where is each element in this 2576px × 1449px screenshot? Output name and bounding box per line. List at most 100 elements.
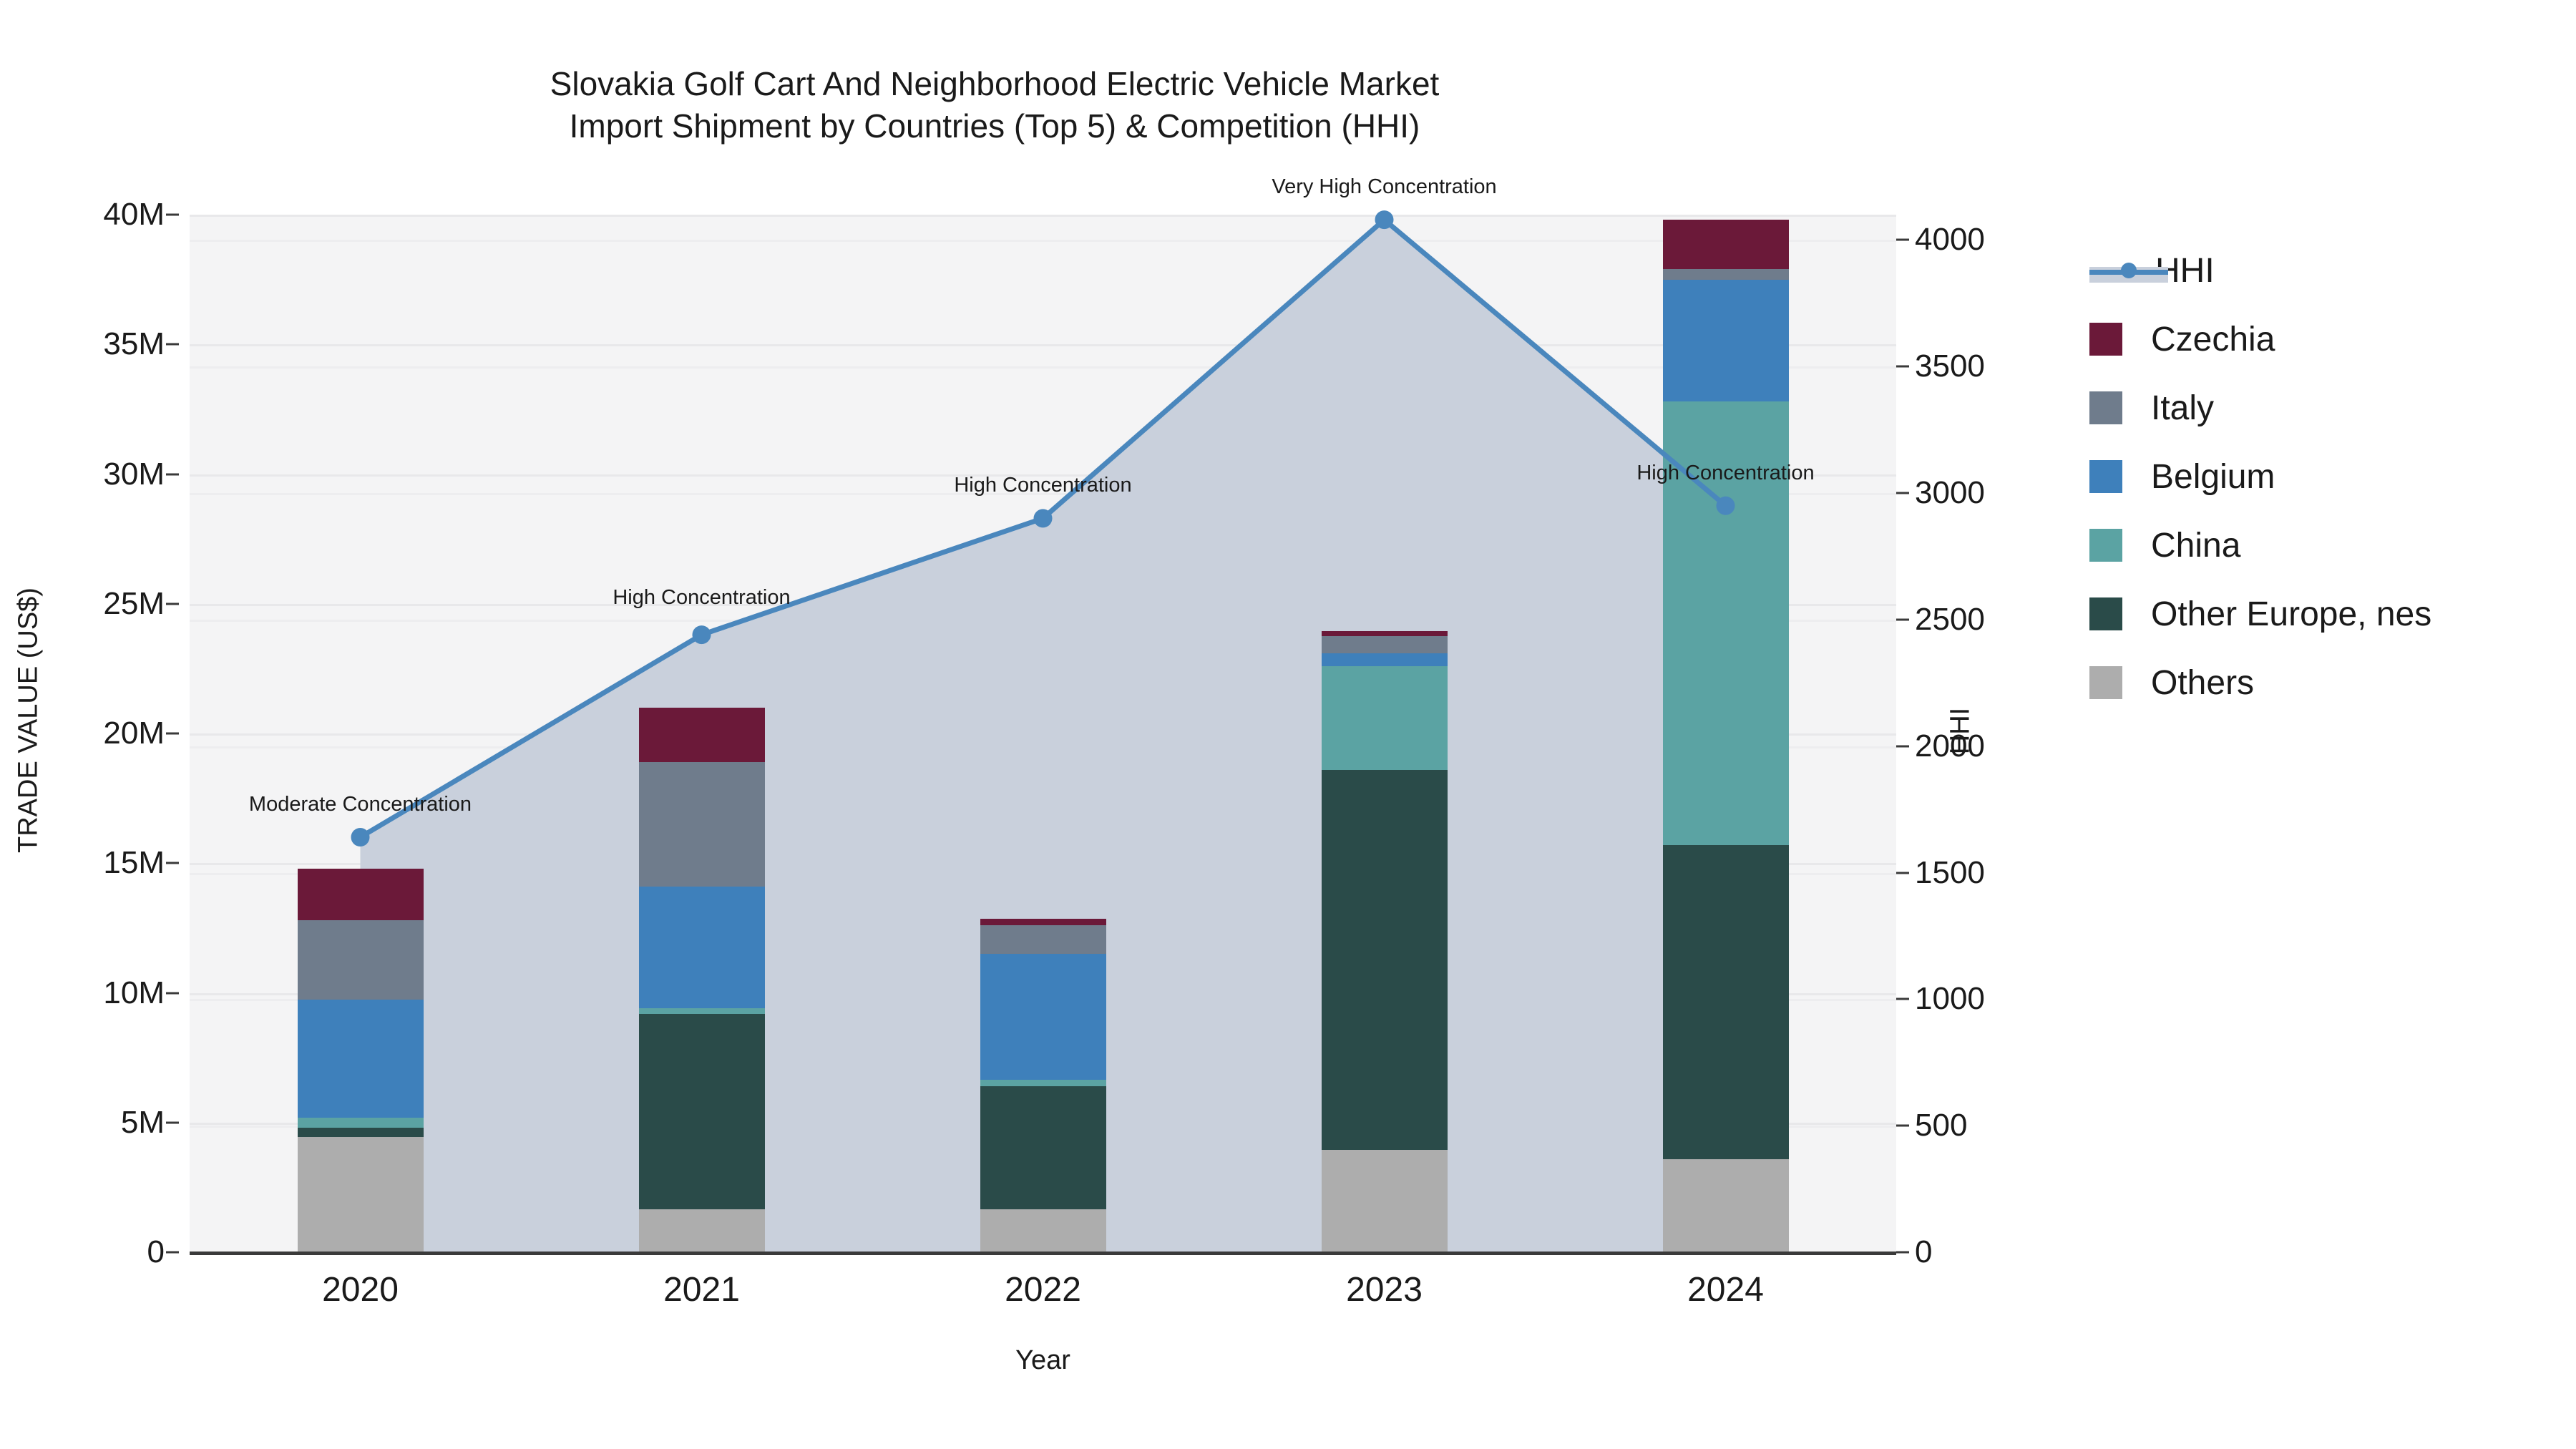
x-axis-tick-label: 2022	[1005, 1271, 1081, 1309]
y-axis-right-tick-mark	[1896, 1124, 1909, 1127]
bar-segment-czechia[interactable]	[1662, 220, 1789, 270]
y-axis-right-tick-label: 500	[1915, 1108, 1968, 1143]
bar-group	[190, 215, 1896, 1252]
y-axis-right-tick-mark	[1896, 745, 1909, 748]
x-axis-tick-label: 2024	[1687, 1271, 1764, 1309]
legend-color-swatch-icon	[2089, 323, 2122, 356]
hhi-data-point[interactable]	[1375, 210, 1394, 230]
bar-segment-china[interactable]	[297, 1117, 424, 1128]
bar-column[interactable]	[297, 215, 424, 1252]
gridline	[190, 215, 1896, 217]
legend-item-label: Others	[2151, 663, 2255, 702]
bar-segment-czechia[interactable]	[638, 707, 765, 762]
bar-segment-other-europe-nes[interactable]	[638, 1013, 765, 1210]
legend-item[interactable]: Others	[2089, 648, 2562, 717]
y-axis-right-tick-mark	[1896, 238, 1909, 241]
chart-title-line-1: Slovakia Golf Cart And Neighborhood Elec…	[550, 65, 1440, 102]
hhi-data-point[interactable]	[1033, 509, 1053, 528]
y-axis-left-tick-label: 5M	[120, 1104, 165, 1140]
legend-item[interactable]: Belgium	[2089, 442, 2562, 511]
bar-column[interactable]	[1662, 215, 1789, 1252]
y-axis-left-label: TRADE VALUE (US$)	[13, 587, 44, 853]
gridline-right	[190, 493, 1896, 496]
bar-segment-italy[interactable]	[980, 925, 1106, 955]
bar-column[interactable]	[1321, 215, 1448, 1252]
y-axis-left-tick-mark	[166, 862, 179, 864]
y-axis-right-tick-mark	[1896, 872, 1909, 874]
concentration-annotation: Very High Concentration	[1272, 175, 1497, 199]
y-axis-right-tick-mark	[1896, 365, 1909, 368]
concentration-annotation: Moderate Concentration	[248, 793, 472, 816]
y-axis-left-tick-label: 10M	[103, 975, 165, 1010]
y-axis-left-tick-mark	[166, 992, 179, 994]
bar-segment-czechia[interactable]	[1321, 630, 1448, 637]
gridline	[190, 474, 1896, 477]
legend-item[interactable]: HHI	[2089, 236, 2562, 305]
bar-segment-others[interactable]	[980, 1209, 1106, 1252]
hhi-data-point[interactable]	[1716, 496, 1735, 515]
legend-line-swatch-icon	[2089, 254, 2168, 287]
bar-column[interactable]	[638, 215, 765, 1252]
bar-segment-china[interactable]	[1662, 401, 1789, 845]
chart-title-line-2: Import Shipment by Countries (Top 5) & C…	[569, 107, 1420, 145]
bar-segment-china[interactable]	[638, 1008, 765, 1014]
y-axis-right-tick-label: 4000	[1915, 222, 1985, 258]
bar-segment-other-europe-nes[interactable]	[1662, 844, 1789, 1159]
y-axis-left-tick-mark	[166, 473, 179, 475]
bar-segment-belgium[interactable]	[1662, 279, 1789, 401]
legend-color-swatch-icon	[2089, 460, 2122, 493]
bar-segment-belgium[interactable]	[638, 886, 765, 1009]
bar-segment-others[interactable]	[638, 1209, 765, 1252]
y-axis-left-tick-label: 0	[147, 1234, 165, 1269]
bar-segment-other-europe-nes[interactable]	[980, 1086, 1106, 1210]
x-axis-label: Year	[1015, 1345, 1070, 1375]
y-axis-left-tick-mark	[166, 1251, 179, 1254]
bar-segment-other-europe-nes[interactable]	[297, 1128, 424, 1137]
legend-color-swatch-icon	[2089, 391, 2122, 424]
y-axis-left-tick-mark	[166, 213, 179, 216]
bar-segment-china[interactable]	[1321, 665, 1448, 770]
bar-segment-others[interactable]	[1662, 1158, 1789, 1252]
bar-segment-other-europe-nes[interactable]	[1321, 769, 1448, 1150]
gridline	[190, 344, 1896, 347]
bar-segment-italy[interactable]	[638, 761, 765, 887]
legend-item-label: Italy	[2151, 389, 2215, 427]
bar-segment-belgium[interactable]	[297, 999, 424, 1118]
bar-segment-italy[interactable]	[297, 920, 424, 1000]
y-axis-right-tick-label: 3000	[1915, 475, 1985, 511]
legend-item-label: Other Europe, nes	[2151, 595, 2432, 633]
bar-segment-italy[interactable]	[1321, 636, 1448, 653]
y-axis-right: 0 500 1000 1500 2000 2500 3000 3500 4000	[1896, 215, 2082, 1269]
legend-item[interactable]: Czechia	[2089, 305, 2562, 374]
y-axis-left-tick-label: 35M	[103, 326, 165, 362]
legend-color-swatch-icon	[2089, 597, 2122, 630]
bar-segment-others[interactable]	[297, 1136, 424, 1252]
y-axis-right-tick-mark	[1896, 618, 1909, 621]
bar-segment-czechia[interactable]	[297, 868, 424, 920]
bar-segment-italy[interactable]	[1662, 269, 1789, 280]
legend-item[interactable]: Other Europe, nes	[2089, 580, 2562, 648]
hhi-data-point[interactable]	[351, 828, 370, 847]
bar-column[interactable]	[980, 215, 1106, 1252]
y-axis-right-tick-mark	[1896, 997, 1909, 1000]
legend-item-label: Czechia	[2151, 320, 2275, 358]
bar-segment-belgium[interactable]	[980, 954, 1106, 1080]
x-axis-tick-label: 2023	[1346, 1271, 1423, 1309]
bar-segment-china[interactable]	[980, 1079, 1106, 1086]
legend-item-label: Belgium	[2151, 457, 2275, 496]
legend-item[interactable]: China	[2089, 511, 2562, 580]
chart-title: Slovakia Golf Cart And Neighborhood Elec…	[0, 63, 1989, 147]
bar-segment-others[interactable]	[1321, 1149, 1448, 1252]
hhi-data-point[interactable]	[692, 625, 711, 645]
y-axis-left-tick-label: 40M	[103, 197, 165, 232]
y-axis-left-tick-label: 25M	[103, 585, 165, 621]
plot-area: Moderate Concentration High Concentration…	[190, 175, 1896, 1254]
concentration-annotation: High Concentration	[613, 586, 791, 610]
y-axis-right-tick-label: 2500	[1915, 601, 1985, 637]
bar-segment-belgium[interactable]	[1321, 653, 1448, 666]
legend-item[interactable]: Italy	[2089, 374, 2562, 442]
legend-color-swatch-icon	[2089, 529, 2122, 562]
y-axis-left-tick-mark	[166, 1121, 179, 1124]
bar-segment-czechia[interactable]	[980, 919, 1106, 926]
